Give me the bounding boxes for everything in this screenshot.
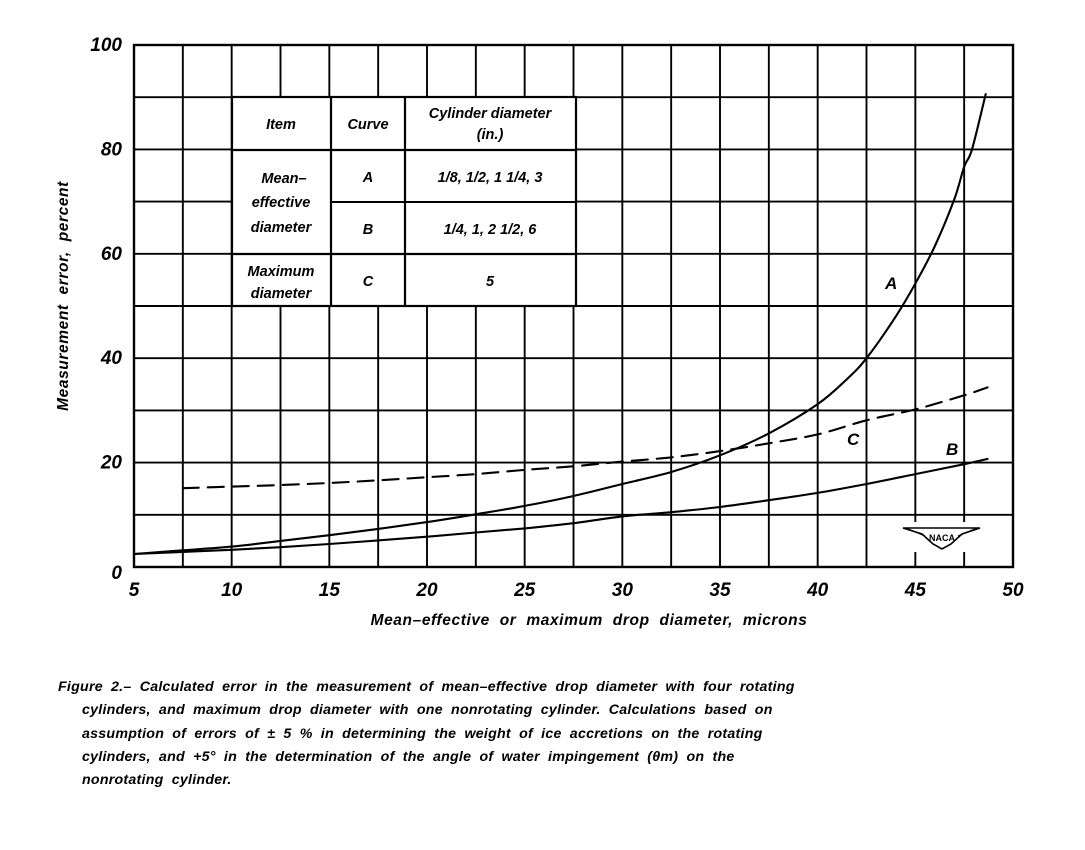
curve-label-b: B	[946, 440, 958, 459]
naca-logo-icon: NACA	[900, 522, 984, 552]
x-axis-tick-labels: 5 10 15 20 25 30 35 40 45 50	[129, 580, 1024, 601]
table-item-maximum-line1: Maximum	[248, 264, 315, 280]
table-header-diameter-unit: (in.)	[477, 127, 504, 143]
table-curve-a: A	[362, 170, 373, 186]
caption-line-1: Figure 2.– Calculated error in the measu…	[58, 679, 795, 695]
table-header-diameter: Cylinder diameter	[429, 106, 553, 122]
legend-table: Item Curve Cylinder diameter (in.) Mean–…	[230, 95, 578, 308]
y-tick-label: 40	[100, 348, 123, 369]
x-tick-label: 45	[904, 580, 927, 601]
x-tick-label: 10	[221, 580, 243, 601]
table-item-mean-effective-line2: effective	[252, 195, 311, 211]
curve-label-a: A	[884, 274, 897, 293]
plot-frame	[132, 43, 1015, 569]
x-tick-label: 35	[709, 580, 731, 601]
x-axis-title: Mean–effective or maximum drop diameter,…	[371, 612, 808, 629]
x-tick-label: 20	[415, 580, 438, 601]
x-tick-label: 40	[806, 580, 829, 601]
caption-line-3: assumption of errors of ± 5 % in determi…	[82, 725, 763, 742]
table-item-mean-effective-line3: diameter	[251, 220, 313, 236]
curve-a	[132, 93, 987, 556]
table-diameters-a: 1/8, 1/2, 1 1/4, 3	[438, 170, 543, 186]
curve-label-c: C	[847, 430, 860, 449]
y-tick-label: 0	[111, 563, 122, 584]
y-tick-label: 20	[100, 453, 123, 474]
curve-c	[181, 386, 989, 490]
data-curves	[132, 93, 989, 556]
table-item-mean-effective-line1: Mean–	[261, 171, 306, 187]
naca-logo-text: NACA	[929, 533, 955, 543]
x-tick-label: 50	[1002, 580, 1024, 601]
table-curve-c: C	[363, 274, 374, 290]
y-tick-label: 100	[90, 35, 122, 56]
x-tick-label: 25	[513, 580, 536, 601]
table-curve-b: B	[363, 222, 373, 238]
x-tick-label: 15	[319, 580, 341, 601]
table-header-curve: Curve	[347, 117, 388, 133]
table-diameters-c: 5	[486, 274, 495, 290]
curve-labels: A B C	[847, 274, 958, 459]
x-tick-label: 5	[129, 580, 140, 601]
y-axis-tick-labels: 0 20 40 60 80 100	[90, 35, 122, 584]
caption-line-2: cylinders, and maximum drop diameter wit…	[82, 702, 773, 719]
chart-canvas: Item Curve Cylinder diameter (in.) Mean–…	[55, 35, 1024, 629]
table-diameters-b: 1/4, 1, 2 1/2, 6	[444, 222, 538, 238]
table-header-item: Item	[266, 117, 296, 133]
table-item-maximum-line2: diameter	[251, 286, 313, 302]
figure-caption: Figure 2.– Calculated error in the measu…	[58, 676, 1048, 792]
caption-line-5: nonrotating cylinder.	[82, 772, 232, 789]
y-tick-label: 60	[101, 244, 123, 265]
curve-b	[132, 457, 989, 556]
y-tick-label: 80	[101, 139, 123, 160]
y-axis-title: Measurement error, percent	[55, 181, 72, 411]
x-tick-label: 30	[612, 580, 634, 601]
chart-figure: Item Curve Cylinder diameter (in.) Mean–…	[55, 35, 1024, 629]
caption-line-4: cylinders, and +5° in the determination …	[82, 748, 735, 765]
